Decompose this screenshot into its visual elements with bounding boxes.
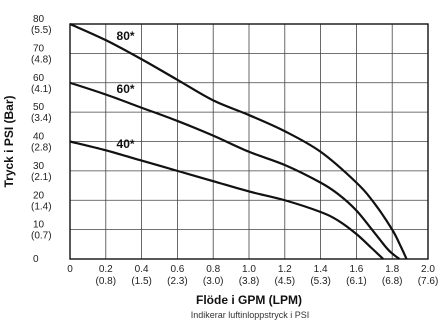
y-tick-label: 40 [33, 132, 45, 143]
y-tick-label: 10 [33, 220, 45, 231]
y-tick-label: 20 [33, 190, 45, 201]
x-tick-label-lpm: (4.5) [275, 276, 296, 287]
x-tick-label-lpm: (3.0) [203, 276, 224, 287]
y-tick-label: 0 [33, 254, 39, 265]
y-tick-label: 80 [33, 14, 45, 25]
series-lines [69, 22, 408, 260]
series-label-2: 40* [117, 137, 135, 151]
series-line-2 [69, 140, 385, 260]
y-tick-label-bar: (3.4) [31, 113, 52, 124]
series-line-0 [69, 22, 408, 260]
y-tick-label-bar: (5.5) [31, 25, 52, 36]
x-tick-label: 1.4 [314, 264, 328, 275]
x-tick-label: 2.0 [421, 264, 435, 275]
x-axis-title: Flöde i GPM (LPM) [196, 293, 302, 307]
y-axis-title: Tryck i PSI (Bar) [2, 95, 16, 187]
y-tick-label-bar: (4.8) [31, 54, 52, 65]
y-tick-label: 70 [33, 43, 45, 54]
x-tick-label-lpm: (2.3) [167, 276, 188, 287]
y-tick-label: 30 [33, 161, 45, 172]
series-label-1: 60* [117, 82, 135, 96]
y-tick-labels: 80(5.5) 70(4.8) 60(4.1) 50(3.4) 40(2.8) 30(2.… [31, 14, 52, 265]
x-tick-label: 0.4 [135, 264, 149, 275]
series-labels: 80* 60* 40* [117, 29, 135, 151]
x-tick-label-lpm: (0.8) [96, 276, 117, 287]
x-tick-label: 1.0 [242, 264, 256, 275]
y-tick-label-bar: (4.1) [31, 84, 52, 95]
y-tick-label: 50 [33, 102, 45, 113]
y-tick-label-bar: (0.7) [31, 231, 52, 242]
x-tick-label: 0.8 [206, 264, 220, 275]
y-tick-label-bar: (2.1) [31, 172, 52, 183]
series-line-1 [69, 81, 401, 260]
y-tick-label-bar: (1.4) [31, 201, 52, 212]
x-tick-label: 1.6 [349, 264, 363, 275]
x-tick-label: 0.2 [99, 264, 113, 275]
y-tick-label: 60 [33, 73, 45, 84]
chart-note: Indikerar luftinloppstryck i PSI [191, 310, 310, 320]
x-tick-label: 0 [67, 264, 73, 275]
x-tick-label: 0.6 [170, 264, 184, 275]
x-tick-labels: 0 0.2(0.8) 0.4(1.5) 0.6(2.3) 0.8(3.0) 1.0(3.8… [67, 264, 438, 287]
x-tick-label-lpm: (1.5) [131, 276, 152, 287]
x-tick-label-lpm: (3.8) [239, 276, 260, 287]
x-tick-label-lpm: (7.6) [418, 276, 439, 287]
x-tick-label-lpm: (6.8) [382, 276, 403, 287]
x-tick-label-lpm: (5.3) [310, 276, 331, 287]
y-tick-label-bar: (2.8) [31, 143, 52, 154]
x-tick-label-lpm: (6.1) [346, 276, 367, 287]
x-tick-label: 1.2 [278, 264, 292, 275]
x-tick-label: 1.8 [385, 264, 399, 275]
series-label-0: 80* [117, 29, 135, 43]
